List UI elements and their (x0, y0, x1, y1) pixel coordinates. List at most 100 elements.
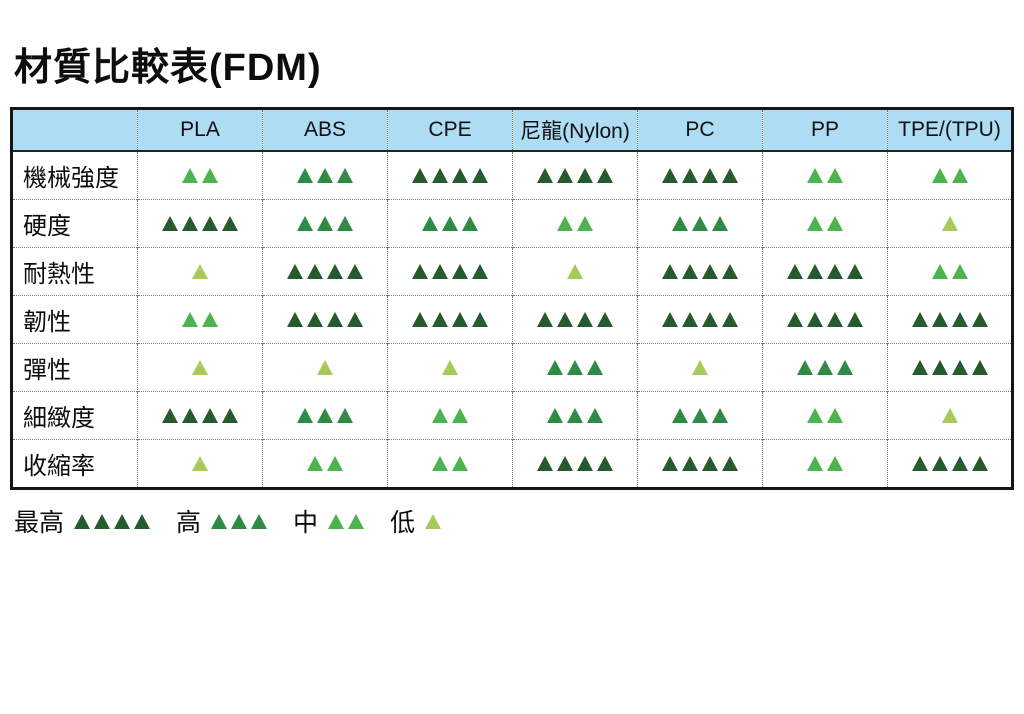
triangle-icon (182, 311, 198, 327)
legend-label: 中 (293, 509, 319, 537)
triangle-icon (328, 513, 345, 529)
triangle-icon (211, 513, 228, 529)
legend-item: 高 (176, 503, 269, 539)
triangle-icon (317, 359, 333, 375)
rating-cell (887, 391, 1013, 440)
rating-cell (387, 295, 513, 344)
triangle-icon (317, 407, 333, 423)
triangle-icon (412, 311, 428, 327)
row-label: 韌性 (11, 295, 138, 344)
triangle-icon (911, 455, 928, 471)
triangle-icon (807, 311, 823, 327)
column-header: ABS (262, 108, 388, 152)
triangle-icon (911, 359, 928, 375)
rating-cell (262, 247, 388, 296)
triangle-icon (202, 407, 218, 423)
triangle-icon (567, 263, 583, 279)
triangle-icon (951, 263, 968, 279)
rating-cell (137, 343, 263, 392)
triangle-icon (557, 455, 573, 471)
triangle-icon (327, 311, 343, 327)
triangle-icon (587, 407, 603, 423)
triangle-icon (307, 311, 323, 327)
triangle-icon (432, 263, 448, 279)
triangle-icon (94, 513, 111, 529)
triangle-icon (931, 455, 948, 471)
triangle-icon (682, 167, 698, 183)
triangle-icon (837, 359, 853, 375)
rating-cell (262, 199, 388, 248)
triangle-icon (587, 359, 603, 375)
triangle-icon (577, 455, 593, 471)
triangle-icon (297, 407, 313, 423)
triangle-icon (662, 263, 678, 279)
triangle-icon (557, 215, 573, 231)
triangle-icon (847, 263, 863, 279)
triangle-icon (807, 455, 823, 471)
triangle-icon (577, 311, 593, 327)
triangle-icon (327, 263, 343, 279)
triangle-icon (162, 407, 178, 423)
rating-cell (137, 199, 263, 248)
triangle-icon (911, 311, 928, 327)
rating-cell (262, 439, 388, 489)
triangle-icon (817, 359, 833, 375)
triangle-icon (702, 263, 718, 279)
rating-cell (637, 151, 763, 200)
rating-cell (887, 343, 1013, 392)
triangle-icon (337, 167, 353, 183)
rating-cell (637, 199, 763, 248)
corner-cell (11, 108, 138, 152)
rating-cell (262, 295, 388, 344)
triangle-icon (702, 455, 718, 471)
column-header: PP (762, 108, 888, 152)
rating-cell (512, 439, 638, 489)
triangle-icon (662, 167, 678, 183)
triangle-icon (827, 407, 843, 423)
rating-cell (387, 199, 513, 248)
triangle-icon (432, 455, 448, 471)
triangle-icon (337, 215, 353, 231)
triangle-icon (472, 167, 488, 183)
rating-cell (262, 343, 388, 392)
triangle-icon (452, 407, 468, 423)
triangle-icon (662, 455, 678, 471)
triangle-icon (422, 215, 438, 231)
triangle-icon (787, 263, 803, 279)
triangle-icon (931, 311, 948, 327)
rating-cell (137, 247, 263, 296)
triangle-icon (202, 167, 218, 183)
triangle-icon (547, 359, 563, 375)
triangle-icon (162, 215, 178, 231)
column-header: 尼龍(Nylon) (512, 108, 638, 152)
rating-cell (387, 439, 513, 489)
row-label: 彈性 (11, 343, 138, 392)
triangle-icon (931, 167, 948, 183)
triangle-icon (971, 311, 988, 327)
triangle-icon (297, 167, 313, 183)
table-row: 機械強度 (12, 151, 1013, 200)
rating-cell (887, 439, 1013, 489)
rating-cell (887, 295, 1013, 344)
triangle-icon (807, 407, 823, 423)
triangle-icon (682, 263, 698, 279)
row-label: 耐熱性 (11, 247, 138, 296)
triangle-icon (692, 407, 708, 423)
table-row: 耐熱性 (11, 247, 1013, 296)
rating-cell (387, 151, 513, 200)
triangle-icon (462, 215, 478, 231)
column-header: PC (637, 108, 763, 152)
rating-cell (637, 295, 763, 344)
legend-item: 最高 (14, 503, 152, 539)
legend-item: 中 (293, 503, 366, 539)
triangle-icon (348, 513, 365, 529)
rating-cell (637, 439, 763, 489)
rating-cell (762, 295, 888, 344)
triangle-icon (182, 215, 198, 231)
triangle-icon (182, 167, 198, 183)
triangle-icon (287, 311, 303, 327)
triangle-icon (567, 359, 583, 375)
table-row: 細緻度 (11, 391, 1013, 440)
page-title: 材質比較表(FDM) (14, 47, 322, 89)
triangle-icon (931, 263, 948, 279)
